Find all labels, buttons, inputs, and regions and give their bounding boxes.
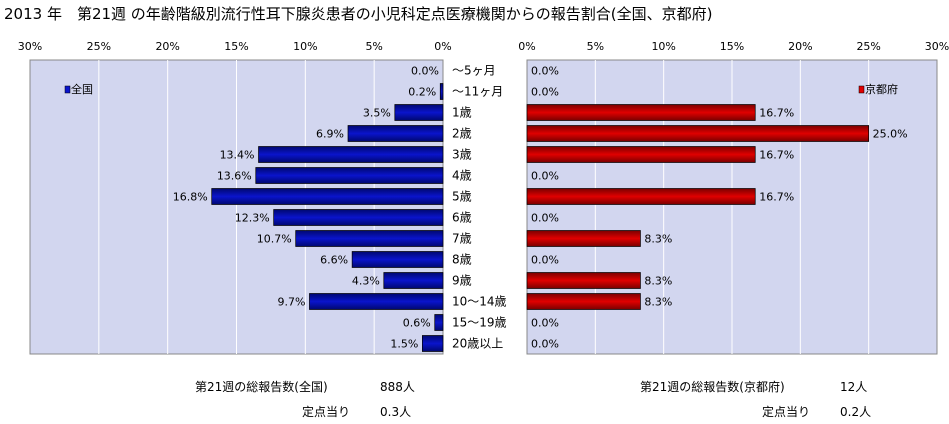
kyoto-value-label: 25.0%: [873, 128, 908, 141]
kyoto-legend-label: 京都府: [865, 82, 898, 96]
national-bar: [434, 314, 444, 331]
category-label: 10～14歳: [452, 295, 507, 309]
national-bar: [439, 83, 444, 100]
category-label: 4歳: [452, 169, 472, 183]
kyoto-bar: [526, 188, 756, 205]
national-bar: [273, 209, 444, 226]
kyoto-tick-label: 5%: [587, 40, 604, 53]
national-legend-swatch: [64, 85, 71, 94]
kyoto-bar: [526, 104, 756, 121]
kyoto-value-label: 0.0%: [531, 65, 559, 78]
kyoto-total-value: 12人: [840, 380, 868, 394]
national-bar: [255, 167, 444, 184]
national-value-label: 4.3%: [352, 275, 380, 288]
kyoto-bar: [526, 272, 641, 289]
category-label: ～5ヶ月: [452, 64, 496, 78]
kyoto-legend-swatch: [858, 85, 865, 94]
category-label: 15～19歳: [452, 316, 507, 330]
national-tick-label: 20%: [155, 40, 179, 53]
national-bar: [383, 272, 444, 289]
national-value-label: 1.5%: [390, 338, 418, 351]
category-label: 7歳: [452, 232, 472, 246]
national-bar: [258, 146, 444, 163]
national-per-site-label: 定点当り: [302, 405, 351, 419]
national-value-label: 16.8%: [173, 191, 208, 204]
national-bar: [422, 335, 444, 352]
kyoto-value-label: 0.0%: [531, 338, 559, 351]
category-label: 5歳: [452, 190, 472, 204]
national-per-site-value: 0.3人: [380, 405, 412, 419]
kyoto-total-label: 第21週の総報告数(京都府): [640, 380, 785, 394]
kyoto-tick-label: 15%: [720, 40, 744, 53]
national-legend-label: 全国: [71, 82, 93, 96]
kyoto-value-label: 0.0%: [531, 86, 559, 99]
category-label: ～11ヶ月: [452, 85, 503, 99]
kyoto-per-site-label: 定点当り: [762, 405, 811, 419]
kyoto-tick-label: 10%: [651, 40, 675, 53]
kyoto-bar: [526, 146, 756, 163]
kyoto-value-label: 16.7%: [759, 107, 794, 120]
national-bar: [394, 104, 444, 121]
national-tick-label: 0%: [434, 40, 451, 53]
national-value-label: 0.2%: [408, 86, 436, 99]
national-value-label: 9.7%: [278, 296, 306, 309]
kyoto-tick-label: 20%: [788, 40, 812, 53]
national-tick-label: 25%: [87, 40, 111, 53]
national-bar: [351, 251, 444, 268]
national-tick-label: 30%: [18, 40, 42, 53]
kyoto-tick-label: 0%: [518, 40, 535, 53]
category-label: 1歳: [452, 106, 472, 120]
kyoto-tick-label: 30%: [925, 40, 949, 53]
kyoto-value-label: 16.7%: [759, 191, 794, 204]
national-bar: [211, 188, 444, 205]
national-tick-label: 5%: [365, 40, 382, 53]
kyoto-bar: [526, 293, 641, 310]
national-value-label: 0.6%: [403, 317, 431, 330]
national-tick-label: 10%: [293, 40, 317, 53]
national-total-value: 888人: [380, 380, 415, 394]
national-value-label: 13.4%: [220, 149, 255, 162]
national-bar: [295, 230, 444, 247]
national-bar: [309, 293, 444, 310]
kyoto-value-label: 8.3%: [644, 275, 672, 288]
category-label: 6歳: [452, 211, 472, 225]
kyoto-value-label: 0.0%: [531, 212, 559, 225]
national-value-label: 13.6%: [217, 170, 252, 183]
kyoto-value-label: 16.7%: [759, 149, 794, 162]
national-tick-label: 15%: [224, 40, 248, 53]
category-label: 9歳: [452, 274, 472, 288]
national-bar: [347, 125, 444, 142]
national-value-label: 3.5%: [363, 107, 391, 120]
national-value-label: 10.7%: [257, 233, 292, 246]
national-value-label: 6.6%: [320, 254, 348, 267]
kyoto-value-label: 0.0%: [531, 170, 559, 183]
kyoto-value-label: 0.0%: [531, 254, 559, 267]
kyoto-value-label: 0.0%: [531, 317, 559, 330]
kyoto-value-label: 8.3%: [644, 233, 672, 246]
category-label: 20歳以上: [452, 337, 503, 351]
national-total-label: 第21週の総報告数(全国): [195, 380, 328, 394]
category-label: 3歳: [452, 148, 472, 162]
national-value-label: 6.9%: [316, 128, 344, 141]
chart-title: 2013 年 第21週 の年齢階級別流行性耳下腺炎患者の小児科定点医療機関からの…: [4, 5, 713, 23]
national-value-label: 12.3%: [235, 212, 270, 225]
kyoto-tick-label: 25%: [856, 40, 880, 53]
category-label: 8歳: [452, 253, 472, 267]
category-label: 2歳: [452, 127, 472, 141]
kyoto-bar: [526, 125, 870, 142]
kyoto-bar: [526, 230, 641, 247]
kyoto-per-site-value: 0.2人: [840, 405, 872, 419]
kyoto-value-label: 8.3%: [644, 296, 672, 309]
national-value-label: 0.0%: [411, 65, 439, 78]
